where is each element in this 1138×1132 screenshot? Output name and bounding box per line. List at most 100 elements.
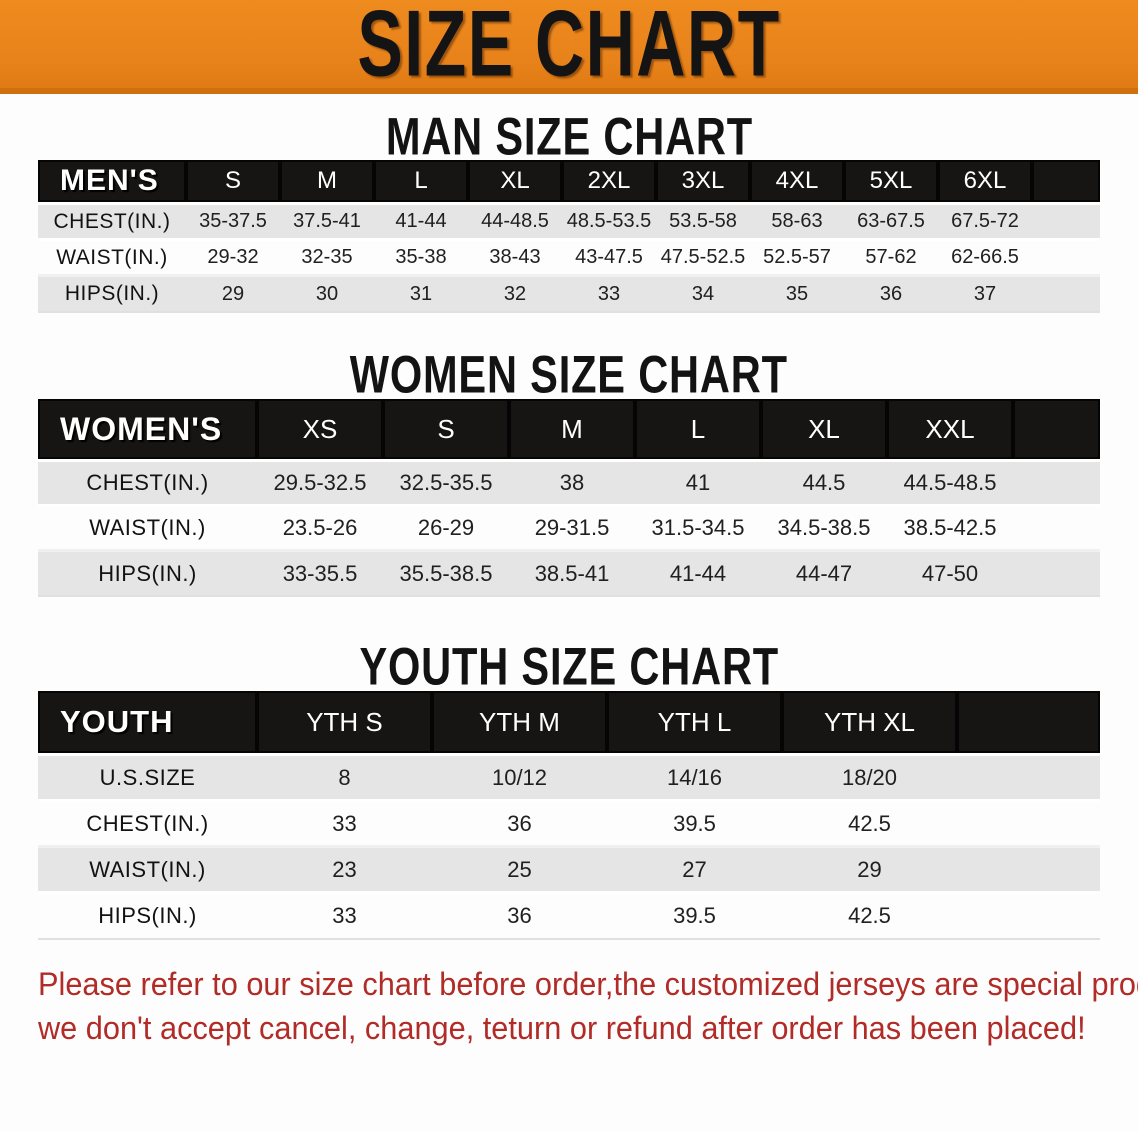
value-cell: 29 [782, 848, 957, 894]
value-cell: 37.5-41 [280, 205, 374, 241]
value-cell: 36 [844, 277, 938, 313]
spacer-cell [1013, 462, 1100, 507]
value-cell: 53.5-58 [656, 205, 750, 241]
row-label: HIPS(IN.) [38, 552, 257, 597]
spacer-cell [1013, 399, 1100, 462]
women-hips-row: HIPS(IN.) 33-35.5 35.5-38.5 38.5-41 41-4… [38, 552, 1100, 597]
value-cell: 23 [257, 848, 432, 894]
value-cell: 63-67.5 [844, 205, 938, 241]
banner-title: SIZE CHART [357, 0, 781, 97]
value-cell: 38.5-41 [509, 552, 635, 597]
youth-section-title: YOUTH SIZE CHART [359, 637, 779, 697]
value-cell: 42.5 [782, 894, 957, 940]
value-cell: 35 [750, 277, 844, 313]
value-cell: 30 [280, 277, 374, 313]
value-cell: 41-44 [374, 205, 468, 241]
spacer-cell [957, 691, 1100, 756]
value-cell: 29-31.5 [509, 507, 635, 552]
disclaimer-line-2: we don't accept cancel, change, teturn o… [38, 1010, 1086, 1046]
women-size-col-header: S [383, 399, 509, 462]
men-section-title: MAN SIZE CHART [385, 107, 753, 167]
youth-hips-row: HIPS(IN.) 33 36 39.5 42.5 [38, 894, 1100, 940]
banner: SIZE CHART [0, 0, 1138, 94]
value-cell: 43-47.5 [562, 241, 656, 277]
value-cell: 31.5-34.5 [635, 507, 761, 552]
youth-size-col-header: YTH M [432, 691, 607, 756]
value-cell: 48.5-53.5 [562, 205, 656, 241]
value-cell: 33 [562, 277, 656, 313]
youth-size-table: YOUTH YTH S YTH M YTH L YTH XL U.S.SIZE … [38, 691, 1100, 940]
value-cell: 57-62 [844, 241, 938, 277]
men-hips-row: HIPS(IN.) 29 30 31 32 33 34 35 36 37 [38, 277, 1100, 313]
men-size-col-header: M [280, 160, 374, 205]
women-section-title-wrap: WOMEN SIZE CHART [0, 345, 1138, 404]
spacer-cell [1032, 205, 1100, 241]
value-cell: 14/16 [607, 756, 782, 802]
youth-size-col-header: YTH S [257, 691, 432, 756]
value-cell: 58-63 [750, 205, 844, 241]
value-cell: 36 [432, 802, 607, 848]
value-cell: 29-32 [186, 241, 280, 277]
value-cell: 36 [432, 894, 607, 940]
men-section-title-wrap: MAN SIZE CHART [0, 107, 1138, 166]
value-cell: 47.5-52.5 [656, 241, 750, 277]
value-cell: 29 [186, 277, 280, 313]
value-cell: 44-47 [761, 552, 887, 597]
women-chest-row: CHEST(IN.) 29.5-32.5 32.5-35.5 38 41 44.… [38, 462, 1100, 507]
spacer-cell [957, 894, 1100, 940]
youth-header-label: YOUTH [38, 691, 257, 756]
value-cell: 52.5-57 [750, 241, 844, 277]
value-cell: 33 [257, 802, 432, 848]
value-cell: 38.5-42.5 [887, 507, 1013, 552]
men-chest-row: CHEST(IN.) 35-37.5 37.5-41 41-44 44-48.5… [38, 205, 1100, 241]
women-size-col-header: M [509, 399, 635, 462]
youth-size-col-header: YTH L [607, 691, 782, 756]
value-cell: 35-38 [374, 241, 468, 277]
value-cell: 35-37.5 [186, 205, 280, 241]
youth-header-row: YOUTH YTH S YTH M YTH L YTH XL [38, 691, 1100, 756]
men-header-label: MEN'S [38, 160, 186, 205]
men-size-col-header: L [374, 160, 468, 205]
men-size-table: MEN'S S M L XL 2XL 3XL 4XL 5XL 6XL CHEST… [38, 160, 1100, 313]
spacer-cell [957, 848, 1100, 894]
value-cell: 32-35 [280, 241, 374, 277]
value-cell: 18/20 [782, 756, 957, 802]
women-size-table: WOMEN'S XS S M L XL XXL CHEST(IN.) 29.5-… [38, 399, 1100, 597]
value-cell: 44.5-48.5 [887, 462, 1013, 507]
value-cell: 33 [257, 894, 432, 940]
spacer-cell [1013, 552, 1100, 597]
disclaimer-note: Please refer to our size chart before or… [38, 962, 1138, 1050]
value-cell: 41 [635, 462, 761, 507]
row-label: CHEST(IN.) [38, 462, 257, 507]
youth-size-col-header: YTH XL [782, 691, 957, 756]
youth-chest-row: CHEST(IN.) 33 36 39.5 42.5 [38, 802, 1100, 848]
spacer-cell [1032, 160, 1100, 205]
value-cell: 10/12 [432, 756, 607, 802]
row-label: CHEST(IN.) [38, 205, 186, 241]
value-cell: 35.5-38.5 [383, 552, 509, 597]
value-cell: 42.5 [782, 802, 957, 848]
value-cell: 47-50 [887, 552, 1013, 597]
value-cell: 8 [257, 756, 432, 802]
women-waist-row: WAIST(IN.) 23.5-26 26-29 29-31.5 31.5-34… [38, 507, 1100, 552]
value-cell: 32.5-35.5 [383, 462, 509, 507]
men-size-col-header: 3XL [656, 160, 750, 205]
men-size-col-header: 2XL [562, 160, 656, 205]
value-cell: 25 [432, 848, 607, 894]
women-size-col-header: L [635, 399, 761, 462]
value-cell: 34 [656, 277, 750, 313]
row-label: HIPS(IN.) [38, 894, 257, 940]
value-cell: 39.5 [607, 894, 782, 940]
men-header-row: MEN'S S M L XL 2XL 3XL 4XL 5XL 6XL [38, 160, 1100, 205]
men-size-col-header: XL [468, 160, 562, 205]
men-waist-row: WAIST(IN.) 29-32 32-35 35-38 38-43 43-47… [38, 241, 1100, 277]
spacer-cell [957, 802, 1100, 848]
value-cell: 44-48.5 [468, 205, 562, 241]
value-cell: 33-35.5 [257, 552, 383, 597]
value-cell: 44.5 [761, 462, 887, 507]
value-cell: 38 [509, 462, 635, 507]
women-size-col-header: XS [257, 399, 383, 462]
value-cell: 62-66.5 [938, 241, 1032, 277]
women-header-row: WOMEN'S XS S M L XL XXL [38, 399, 1100, 462]
